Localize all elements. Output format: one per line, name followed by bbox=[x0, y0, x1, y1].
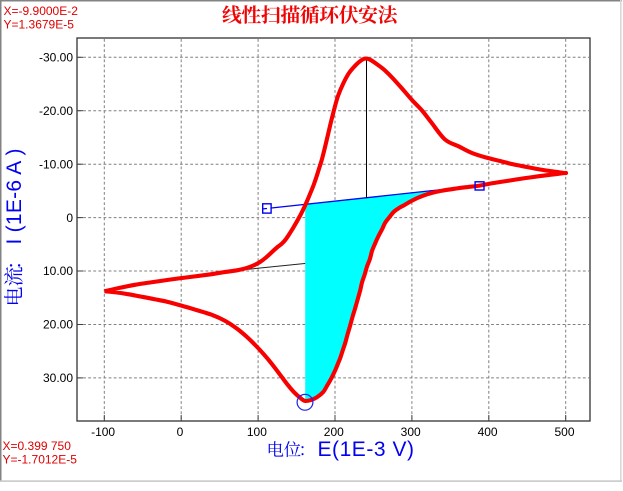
svg-text:E(1E-3 V): E(1E-3 V) bbox=[318, 438, 415, 461]
svg-text:X=-9.9000E-2: X=-9.9000E-2 bbox=[4, 4, 79, 18]
svg-text:Y=1.3679E-5: Y=1.3679E-5 bbox=[4, 18, 75, 32]
svg-text:200: 200 bbox=[324, 425, 344, 439]
svg-text:30.00: 30.00 bbox=[43, 371, 73, 385]
svg-text:-20.00: -20.00 bbox=[39, 104, 73, 118]
svg-text:-30.00: -30.00 bbox=[39, 51, 73, 65]
svg-text:-100: -100 bbox=[91, 425, 115, 439]
svg-text:300: 300 bbox=[401, 425, 421, 439]
svg-text:I (1E-6 A ): I (1E-6 A ) bbox=[3, 149, 26, 245]
svg-text:0: 0 bbox=[177, 425, 184, 439]
svg-text:-10.00: -10.00 bbox=[39, 157, 73, 171]
svg-text:100: 100 bbox=[247, 425, 267, 439]
svg-text:400: 400 bbox=[478, 425, 498, 439]
svg-text:X=0.399 750: X=0.399 750 bbox=[3, 439, 72, 453]
svg-text:0: 0 bbox=[66, 211, 73, 225]
svg-text:Y=-1.7012E-5: Y=-1.7012E-5 bbox=[3, 453, 78, 467]
svg-text:10.00: 10.00 bbox=[43, 264, 73, 278]
svg-text:20.00: 20.00 bbox=[43, 318, 73, 332]
svg-text:500: 500 bbox=[554, 425, 574, 439]
